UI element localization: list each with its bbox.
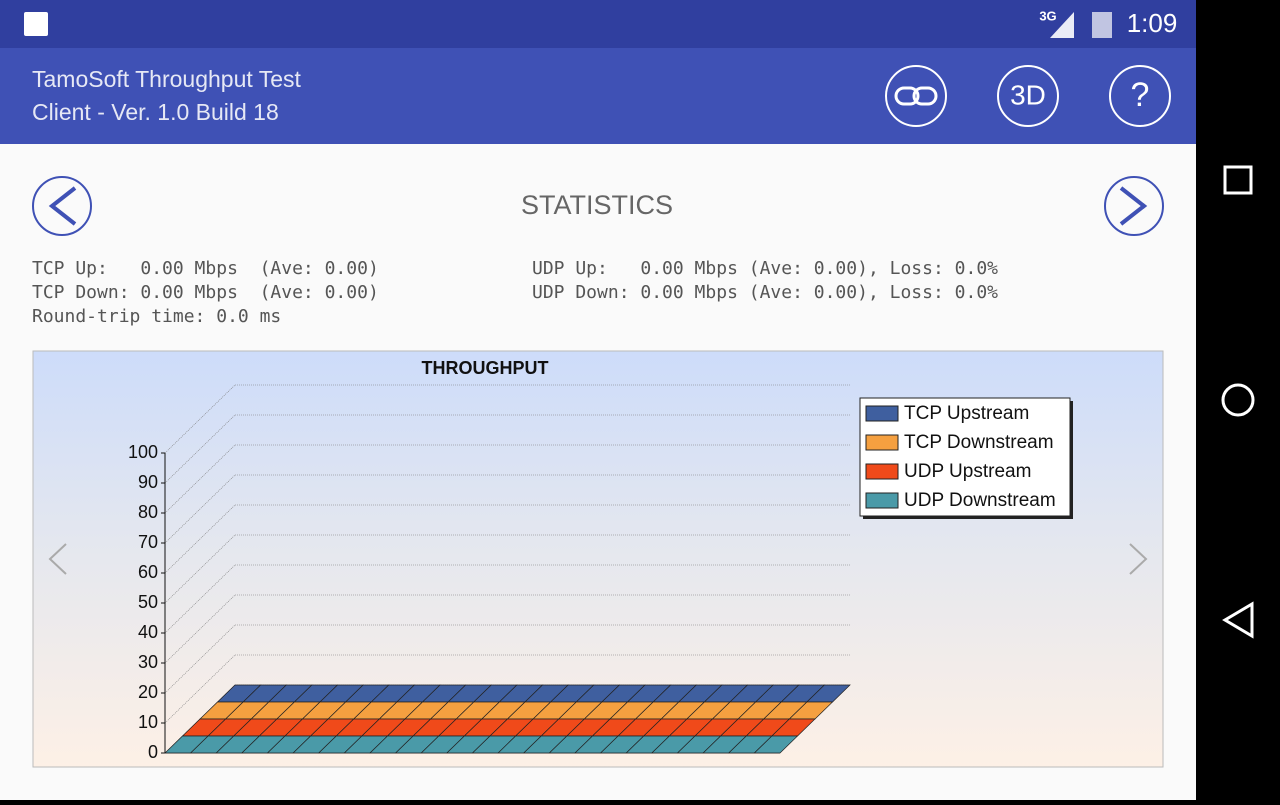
legend-swatch	[865, 434, 899, 451]
nav-bar	[1196, 0, 1280, 800]
grid-diagonal	[164, 564, 236, 634]
stat-line: Round-trip time: 0.0 ms	[32, 306, 281, 327]
battery-icon	[1092, 12, 1112, 38]
chart-prev[interactable]	[48, 543, 67, 575]
home-button[interactable]	[1221, 383, 1255, 417]
link-button[interactable]	[885, 65, 947, 127]
grid-diagonal	[164, 624, 236, 694]
chart-next[interactable]	[1129, 543, 1148, 575]
y-tick-label: 10	[138, 712, 158, 732]
legend-label: UDP Downstream	[904, 490, 1056, 511]
grid-diagonal	[164, 474, 236, 544]
legend-swatch	[865, 463, 899, 480]
help-label[interactable]: ?	[1131, 76, 1150, 114]
y-tick-label: 60	[138, 562, 158, 582]
next-button[interactable]	[1104, 176, 1164, 236]
chart-title: THROUGHPUT	[422, 358, 549, 378]
y-tick-label: 70	[138, 532, 158, 552]
grid-diagonal	[164, 414, 236, 484]
y-tick-label: 90	[138, 472, 158, 492]
legend-swatch	[865, 492, 899, 509]
stat-line: UDP Down: 0.00 Mbps (Ave: 0.00), Loss: 0…	[532, 282, 998, 303]
legend-label: UDP Upstream	[904, 461, 1031, 482]
recents-button[interactable]	[1223, 165, 1253, 195]
stat-line: TCP Up: 0.00 Mbps (Ave: 0.00)	[32, 258, 379, 279]
y-tick-label: 20	[138, 682, 158, 702]
help-button[interactable]	[1109, 65, 1171, 127]
prev-button[interactable]	[32, 176, 92, 236]
sd-icon	[24, 12, 48, 36]
y-tick-label: 80	[138, 502, 158, 522]
legend-label: TCP Downstream	[904, 432, 1054, 453]
legend-swatch	[865, 405, 899, 422]
y-tick-label: 40	[138, 622, 158, 642]
y-tick-label: 30	[138, 652, 158, 672]
grid-diagonal	[164, 534, 236, 604]
y-tick-label: 50	[138, 592, 158, 612]
status-bar	[0, 0, 1196, 48]
app-subtitle: Client - Ver. 1.0 Build 18	[32, 99, 279, 125]
stat-line: UDP Up: 0.00 Mbps (Ave: 0.00), Loss: 0.0…	[532, 258, 998, 279]
grid-diagonal	[164, 384, 236, 454]
app-bar	[0, 48, 1196, 144]
grid-diagonal	[164, 594, 236, 664]
grid-diagonal	[164, 504, 236, 574]
y-tick-label: 0	[148, 742, 158, 762]
stat-line: TCP Down: 0.00 Mbps (Ave: 0.00)	[32, 282, 379, 303]
y-tick-label: 100	[128, 442, 158, 462]
legend-label: TCP Upstream	[904, 403, 1029, 424]
ribbon-top	[753, 735, 799, 754]
signal-icon	[1050, 12, 1074, 38]
3d-label[interactable]: 3D	[1010, 79, 1046, 110]
grid-diagonal	[164, 654, 236, 724]
clock: 1:09	[1127, 8, 1178, 38]
stats-title: STATISTICS	[521, 190, 673, 220]
network: 3G	[1039, 8, 1056, 23]
grid-diagonal	[164, 444, 236, 514]
app-title: TamoSoft Throughput Test	[32, 66, 302, 92]
3d-button[interactable]	[997, 65, 1059, 127]
back-button[interactable]	[1222, 601, 1254, 639]
